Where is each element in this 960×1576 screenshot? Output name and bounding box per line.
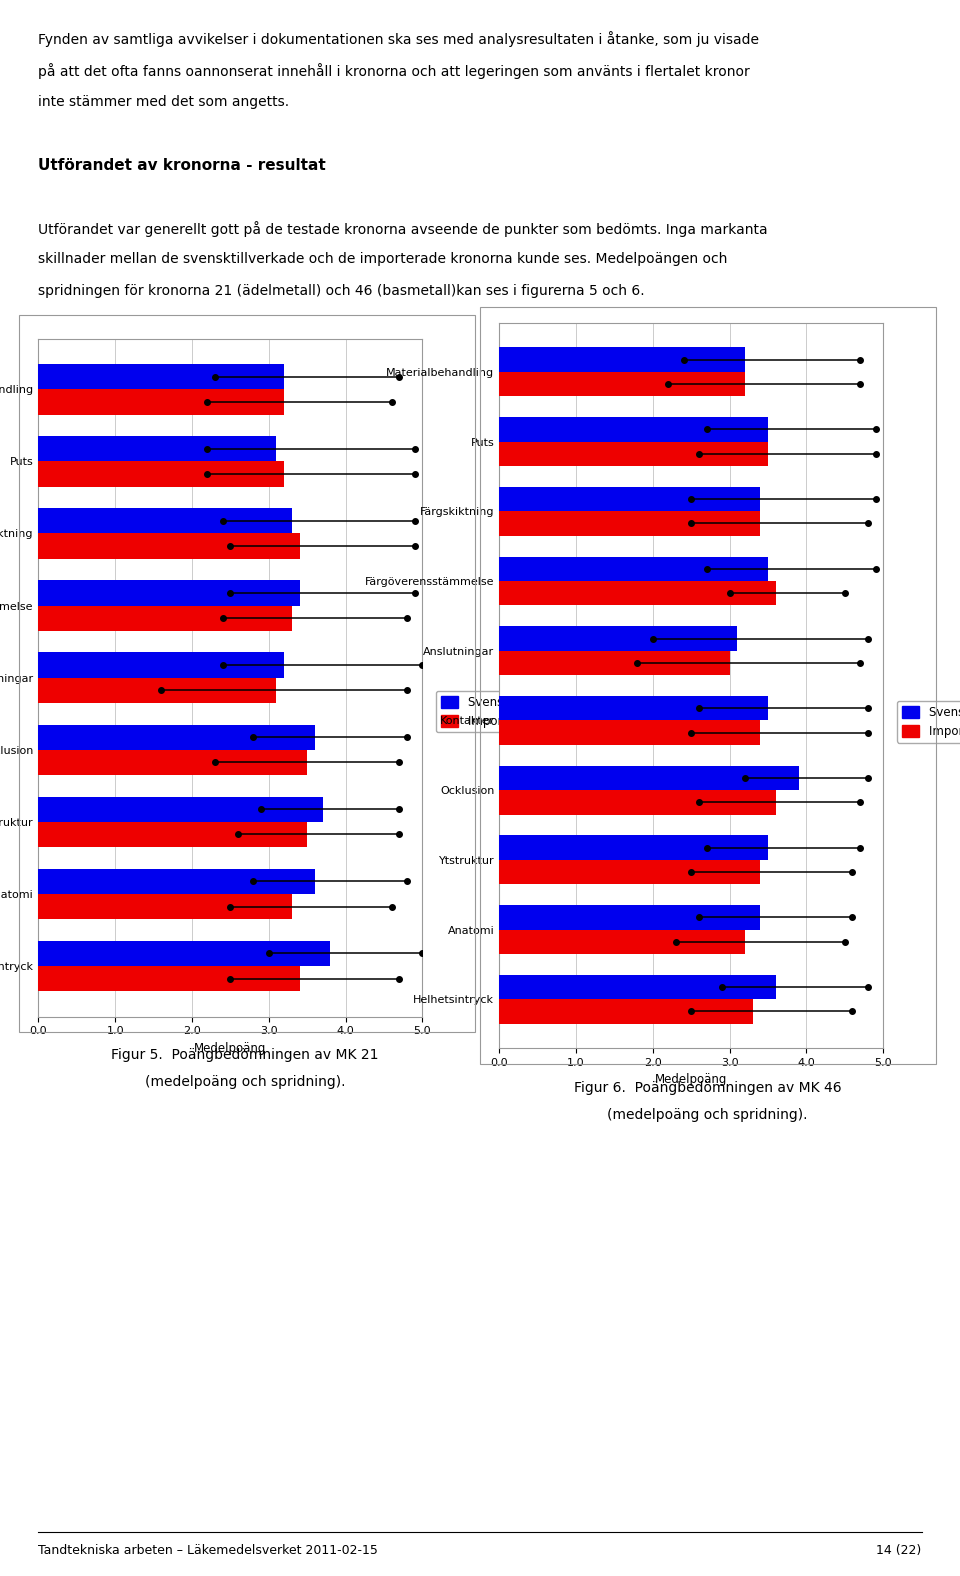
Bar [38,580,300,605]
Bar [38,725,315,750]
Bar [499,441,768,466]
Bar [499,651,730,675]
Bar [499,930,745,953]
Bar [38,507,292,534]
Text: på att det ofta fanns oannonserat innehåll i kronorna och att legeringen som anv: på att det ofta fanns oannonserat innehå… [38,63,750,79]
Text: (medelpoäng och spridning).: (medelpoäng och spridning). [608,1108,807,1122]
Bar [38,534,300,559]
Bar [38,941,330,966]
Bar [499,556,768,582]
Bar [38,796,323,821]
Bar [499,905,760,930]
Text: Figur 6.  Poängbedömningen av MK 46: Figur 6. Poängbedömningen av MK 46 [574,1081,841,1095]
Text: Fynden av samtliga avvikelser i dokumentationen ska ses med analysresultaten i å: Fynden av samtliga avvikelser i dokument… [38,32,759,47]
Bar [499,347,745,372]
Bar [38,462,284,487]
Bar [499,999,753,1024]
Bar [38,364,284,389]
Text: Figur 5.  Poängbedömningen av MK 21: Figur 5. Poängbedömningen av MK 21 [111,1048,378,1062]
Legend: Svensk 21, Importerad 21: Svensk 21, Importerad 21 [436,690,558,733]
Bar [499,835,768,860]
Bar [499,511,760,536]
Bar [38,750,307,775]
Bar [499,418,768,441]
X-axis label: Medelpoäng: Medelpoäng [194,1042,267,1054]
X-axis label: Medelpoäng: Medelpoäng [655,1073,728,1086]
Bar [38,437,276,462]
Bar [38,678,276,703]
Bar [499,697,768,720]
Bar [38,389,284,414]
Text: Tandtekniska arbeten – Läkemedelsverket 2011-02-15: Tandtekniska arbeten – Läkemedelsverket … [38,1544,378,1557]
Bar [499,720,760,745]
Bar [499,487,760,511]
Bar [38,868,315,894]
Text: (medelpoäng och spridning).: (medelpoäng och spridning). [145,1075,345,1089]
Bar [499,372,745,396]
Text: Utförandet av kronorna - resultat: Utförandet av kronorna - resultat [38,158,326,173]
Bar [499,860,760,884]
Bar [38,605,292,630]
Text: spridningen för kronorna 21 (ädelmetall) och 46 (basmetall)kan ses i figurerna 5: spridningen för kronorna 21 (ädelmetall)… [38,284,645,298]
Text: skillnader mellan de svensktillverkade och de importerade kronorna kunde ses. Me: skillnader mellan de svensktillverkade o… [38,252,728,266]
Bar [499,766,799,790]
Bar [499,790,776,815]
Bar [38,821,307,848]
Text: inte stämmer med det som angetts.: inte stämmer med det som angetts. [38,95,290,109]
Bar [499,976,776,999]
Bar [38,652,284,678]
Bar [499,582,776,605]
Bar [499,626,737,651]
Bar [38,894,292,919]
Bar [38,966,300,991]
Text: Utförandet var generellt gott på de testade kronorna avseende de punkter som bed: Utförandet var generellt gott på de test… [38,221,768,236]
Legend: Svensk 46, Importerad 46: Svensk 46, Importerad 46 [897,701,960,742]
Text: 14 (22): 14 (22) [876,1544,922,1557]
